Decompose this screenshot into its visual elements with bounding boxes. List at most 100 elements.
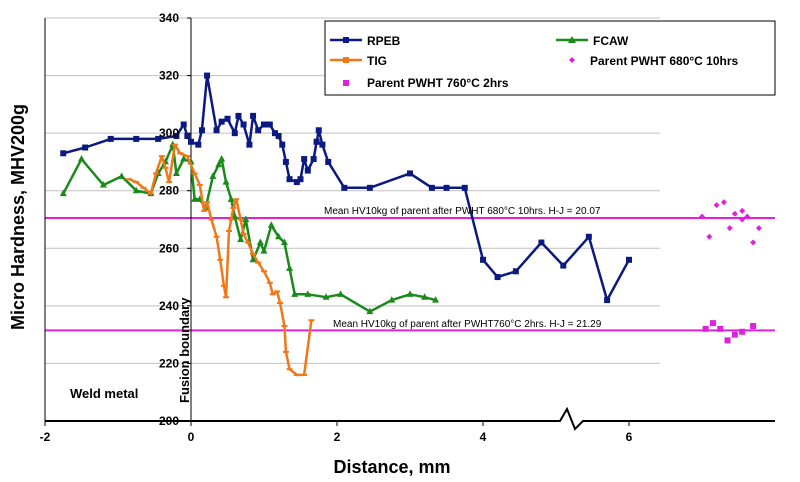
data-point-fcaw-35: [388, 296, 396, 303]
data-point-fcaw-34: [366, 307, 374, 315]
data-point-parent-pwht-680-c-10hrs-4: [726, 225, 733, 232]
y-tick-label-200: 200: [159, 414, 179, 428]
data-point-rpeb-50: [626, 256, 632, 263]
data-point-fcaw-38: [432, 296, 440, 303]
y-tick-label-220: 220: [159, 356, 179, 370]
data-point-rpeb-17: [240, 121, 247, 128]
data-point-fcaw-29: [286, 264, 294, 271]
data-point-fcaw-1: [78, 155, 85, 162]
legend-marker-rpeb: [343, 37, 349, 43]
legend-label-parent-680: Parent PWHT 680°C 10hrs: [590, 54, 739, 68]
data-point-rpeb-1: [82, 144, 89, 151]
tick-labels: -2 0 2 4 6 200 220 240 260 280 300 320 340: [40, 11, 633, 444]
data-point-fcaw-20: [231, 212, 239, 220]
legend-item-parent-680: Parent PWHT 680°C 10hrs: [569, 54, 739, 68]
data-point-rpeb-20: [255, 127, 262, 134]
data-point-rpeb-9: [195, 141, 202, 148]
data-point-rpeb-6: [180, 121, 187, 128]
data-point-rpeb-49: [604, 297, 611, 304]
data-point-parent-pwht-680-c-10hrs-3: [720, 199, 727, 206]
data-point-fcaw-32: [322, 293, 330, 300]
data-point-parent-pwht-760-c-2hrs-1: [709, 320, 716, 327]
data-point-parent-pwht-760-c-2hrs-0: [702, 325, 709, 332]
legend-box: [324, 20, 776, 96]
data-point-rpeb-18: [246, 141, 253, 148]
weld-metal-label: Weld metal: [70, 386, 138, 401]
data-point-rpeb-8: [188, 138, 194, 145]
data-point-fcaw-27: [275, 232, 283, 240]
data-point-rpeb-24: [275, 133, 282, 140]
data-point-rpeb-28: [293, 179, 300, 186]
legend-label-tig: TIG: [367, 54, 387, 68]
legend: RPEB FCAW TIG Parent PWHT 680°C 10hrs Pa…: [324, 20, 776, 96]
data-point-rpeb-7: [184, 133, 191, 140]
series-fcaw: [59, 140, 440, 315]
data-point-fcaw-31: [304, 290, 312, 297]
data-point-fcaw-12: [191, 195, 199, 202]
data-point-rpeb-30: [301, 156, 308, 163]
y-tick-label-340: 340: [159, 11, 179, 25]
data-point-rpeb-38: [366, 184, 373, 191]
data-point-fcaw-26: [267, 221, 275, 228]
data-point-rpeb-41: [443, 184, 450, 191]
data-point-rpeb-43: [480, 256, 486, 263]
data-point-fcaw-25: [260, 247, 268, 254]
y-tick-label-240: 240: [159, 299, 179, 313]
data-point-parent-pwht-680-c-10hrs-5: [731, 210, 738, 217]
data-point-rpeb-22: [266, 121, 273, 128]
data-point-fcaw-33: [337, 290, 345, 297]
data-point-parent-pwht-680-c-10hrs-7: [744, 213, 751, 220]
data-point-parent-pwht-680-c-10hrs-9: [755, 225, 762, 232]
legend-marker-fcaw: [568, 36, 576, 43]
x-axis-line: [45, 406, 775, 431]
series-layer: [59, 72, 762, 377]
series-line-tig: [128, 143, 313, 377]
legend-marker-parent-760: [343, 80, 349, 86]
data-point-fcaw-4: [132, 186, 140, 194]
legend-item-rpeb: RPEB: [330, 34, 401, 48]
data-point-fcaw-9: [172, 169, 180, 176]
data-point-rpeb-44: [494, 274, 501, 281]
data-point-parent-pwht-680-c-10hrs-6: [739, 216, 746, 223]
data-point-rpeb-15: [231, 130, 238, 137]
legend-item-parent-760: Parent PWHT 760°C 2hrs: [343, 76, 509, 90]
legend-item-tig: TIG: [330, 54, 387, 68]
data-point-rpeb-13: [218, 118, 225, 125]
legend-item-fcaw: FCAW: [556, 34, 629, 48]
data-point-rpeb-11: [204, 72, 211, 79]
data-point-rpeb-48: [585, 233, 592, 240]
data-point-rpeb-27: [286, 176, 293, 183]
data-point-parent-pwht-760-c-2hrs-4: [731, 331, 738, 338]
data-point-rpeb-42: [461, 184, 468, 191]
data-point-rpeb-37: [341, 184, 348, 191]
x-tick-label-0: 0: [188, 430, 195, 444]
data-point-fcaw-17: [218, 155, 226, 162]
data-point-fcaw-22: [242, 215, 250, 222]
data-point-rpeb-33: [313, 138, 320, 145]
data-point-parent-pwht-680-c-10hrs-0: [699, 213, 705, 220]
data-point-parent-pwht-760-c-2hrs-5: [739, 328, 746, 335]
data-point-parent-pwht-680-c-10hrs-2: [713, 202, 720, 209]
data-point-rpeb-25: [279, 141, 286, 148]
data-point-fcaw-15: [209, 172, 217, 179]
data-point-rpeb-3: [133, 135, 140, 142]
data-point-rpeb-46: [538, 239, 545, 246]
data-point-fcaw-30: [291, 290, 299, 297]
series-parent-pwht-760-c-2hrs: [702, 320, 757, 344]
reference-label-760: Mean HV10kg of parent after PWHT760°C 2h…: [333, 319, 602, 330]
data-point-rpeb-12: [213, 127, 220, 134]
data-point-rpeb-35: [319, 141, 326, 148]
data-point-parent-pwht-680-c-10hrs-10: [739, 207, 746, 214]
x-tick-label-4: 4: [480, 430, 487, 444]
data-point-fcaw-3: [118, 172, 126, 179]
reference-lines: [45, 217, 775, 332]
legend-marker-parent-680: [569, 57, 575, 63]
legend-label-fcaw: FCAW: [593, 34, 629, 48]
series-rpeb: [60, 72, 632, 304]
y-axis-title: Micro Hardness, MHV200g: [8, 104, 28, 330]
data-point-rpeb-0: [60, 150, 67, 157]
data-point-fcaw-16: [215, 160, 223, 168]
x-tick-label--2: -2: [40, 430, 51, 444]
data-point-fcaw-37: [421, 293, 429, 300]
